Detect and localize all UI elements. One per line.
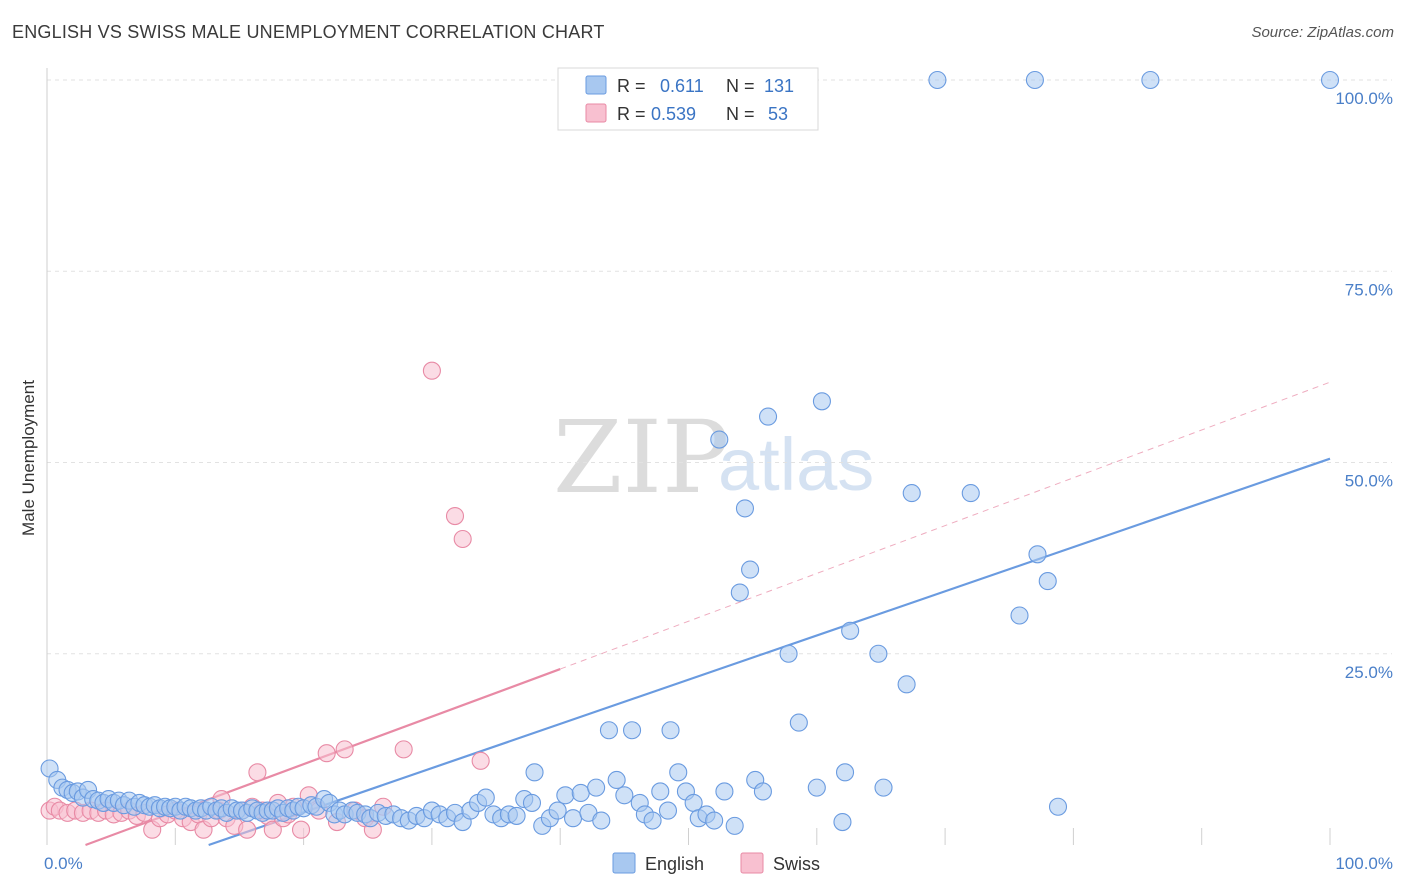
english-point-127	[902, 484, 921, 503]
english-point-117	[779, 644, 798, 663]
english-point-92	[599, 721, 619, 740]
swiss-point-48	[394, 740, 413, 759]
english-point-99	[651, 782, 670, 801]
swiss-point-51	[453, 529, 472, 549]
x-tick-label-1: 100.0%	[1335, 854, 1393, 873]
english-point-94	[615, 786, 634, 805]
english-point-95	[622, 721, 642, 740]
legend-swiss-r: 0.539	[651, 104, 696, 124]
swiss-trend-extension	[560, 381, 1331, 670]
watermark-zip: ZIP	[553, 399, 729, 516]
english-point-109	[715, 782, 734, 801]
english-point-81	[522, 793, 542, 812]
legend-swiss-swatch	[585, 103, 607, 123]
english-point-79	[507, 806, 526, 825]
watermark-atlas: atlas	[718, 423, 874, 506]
english-point-100	[658, 801, 678, 820]
bottom-legend-swiss-swatch	[740, 852, 764, 874]
swiss-point-43	[335, 740, 354, 759]
grid-lines	[47, 79, 1392, 655]
english-point-131	[1028, 545, 1047, 564]
swiss-point-41	[317, 744, 336, 763]
english-point-86	[556, 786, 575, 805]
english-point-87	[563, 809, 583, 828]
axes: 25.0% 50.0% 75.0% 100.0% 0.0% 100.0%	[44, 68, 1393, 873]
english-point-90	[587, 778, 606, 797]
english-point-93	[607, 770, 626, 790]
english-point-91	[592, 811, 611, 830]
english-point-120	[812, 392, 831, 411]
english-point-82	[525, 763, 544, 782]
english-point-107	[705, 811, 724, 830]
english-point-123	[841, 621, 860, 640]
english-point-113	[741, 560, 760, 579]
legend-english-r: 0.611	[660, 76, 704, 96]
data-points	[40, 70, 1340, 839]
english-point-121	[833, 812, 852, 832]
legend-swiss-n-label: N =	[726, 104, 755, 124]
english-point-128	[928, 70, 947, 90]
y-tick-label-1: 50.0%	[1345, 472, 1393, 491]
english-point-124	[869, 644, 888, 663]
english-point-129	[961, 484, 980, 503]
bottom-legend-english: English	[645, 854, 704, 874]
swiss-point-38	[291, 820, 311, 839]
english-point-75	[476, 788, 495, 807]
english-point-132	[1038, 572, 1057, 591]
english-trend-line	[208, 457, 1331, 847]
chart-title: ENGLISH VS SWISS MALE UNEMPLOYMENT CORRE…	[12, 22, 605, 42]
y-tick-label-3: 100.0%	[1335, 89, 1393, 108]
bottom-legend-english-swatch	[612, 852, 636, 874]
legend-english-n: 131	[764, 76, 794, 96]
legend-english-swatch	[585, 75, 607, 95]
swiss-point-49	[422, 361, 441, 380]
source-label: Source: ZipAtlas.com	[1251, 24, 1394, 41]
english-point-85	[548, 801, 567, 820]
bottom-legend-swiss: Swiss	[773, 854, 820, 874]
english-point-115	[753, 782, 772, 801]
english-point-125	[874, 778, 893, 797]
legend-english-n-label: N =	[726, 76, 755, 96]
legend-english-r-label: R =	[617, 76, 646, 96]
english-point-98	[643, 811, 662, 830]
english-point-134	[1025, 70, 1044, 90]
bottom-legend: English Swiss	[612, 852, 820, 874]
swiss-point-30	[248, 763, 267, 782]
english-point-101	[661, 721, 680, 740]
english-point-111	[730, 583, 749, 602]
english-point-88	[571, 783, 590, 803]
english-point-136	[1320, 70, 1340, 90]
english-point-133	[1048, 797, 1068, 816]
english-point-126	[897, 675, 916, 694]
y-tick-label-2: 75.0%	[1345, 280, 1393, 299]
swiss-point-50	[445, 506, 465, 526]
y-tick-label-0: 25.0%	[1345, 663, 1393, 682]
legend-swiss-r-label: R =	[617, 104, 646, 124]
english-point-122	[835, 763, 855, 782]
english-point-119	[807, 778, 826, 797]
english-point-110	[725, 816, 744, 835]
legend: R = 0.611 N = 131 R = 0.539 N = 53	[557, 67, 819, 131]
x-tick-label-0: 0.0%	[44, 854, 83, 873]
english-point-108	[710, 430, 729, 449]
swiss-point-52	[471, 751, 490, 770]
english-point-112	[735, 499, 755, 518]
swiss-point-33	[263, 820, 282, 839]
english-point-116	[758, 407, 778, 426]
english-point-118	[789, 713, 808, 732]
swiss-point-28	[238, 820, 257, 839]
legend-swiss-n: 53	[768, 104, 788, 124]
english-point-135	[1141, 70, 1160, 90]
english-point-130	[1010, 606, 1029, 625]
y-axis-label: Male Unemployment	[19, 380, 38, 536]
english-point-102	[669, 763, 688, 782]
